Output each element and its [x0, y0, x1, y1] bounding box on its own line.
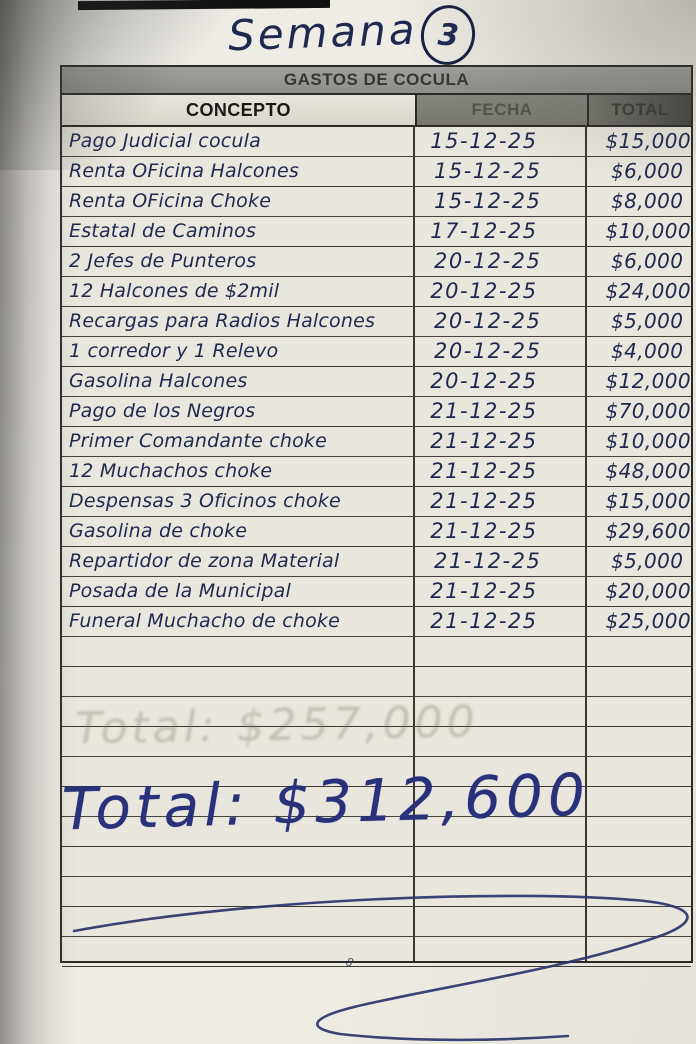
table-row: Recargas para Radios Halcones 20-12-25 $… [62, 307, 691, 337]
amount-cell: $29,600 [605, 519, 691, 543]
date-cell: 20-12-25 [434, 339, 542, 363]
table-row: Estatal de Caminos 17-12-25 $10,000 [62, 217, 691, 247]
concept-cell: Funeral Muchacho de choke [69, 610, 341, 632]
empty-row [62, 907, 691, 937]
date-cell: 20-12-25 [434, 249, 542, 273]
amount-cell: $5,000 [611, 309, 684, 333]
amount-cell: $48,000 [605, 459, 691, 483]
empty-row [62, 817, 691, 847]
empty-row [62, 787, 691, 817]
table-banner: GASTOS DE COCULA [62, 67, 691, 95]
week-number: 3 [436, 16, 460, 54]
amount-cell: $70,000 [605, 399, 691, 423]
empty-row [62, 697, 691, 727]
table-row: 2 Jefes de Punteros 20-12-25 $6,000 [62, 247, 691, 277]
amount-cell: $4,000 [611, 339, 684, 363]
date-cell: 15-12-25 [434, 159, 542, 183]
table-row: Renta OFicina Halcones 15-12-25 $6,000 [62, 157, 691, 187]
concept-cell: 12 Halcones de $2mil [69, 280, 280, 302]
concept-cell: Despensas 3 Oficinos choke [69, 490, 341, 512]
date-cell: 21-12-25 [430, 429, 538, 453]
table-header-row: CONCEPTO FECHA TOTAL [62, 95, 691, 127]
table-row: Pago de los Negros 21-12-25 $70,000 [62, 397, 691, 427]
table-row: 1 corredor y 1 Relevo 20-12-25 $4,000 [62, 337, 691, 367]
amount-cell: $6,000 [611, 159, 684, 183]
date-cell: 21-12-25 [430, 579, 538, 603]
concept-cell: Repartidor de zona Material [69, 550, 340, 572]
empty-row [62, 757, 691, 787]
date-cell: 17-12-25 [430, 219, 538, 243]
amount-cell: $15,000 [605, 489, 691, 513]
concept-cell: Primer Comandante choke [69, 430, 328, 452]
date-cell: 21-12-25 [430, 489, 538, 513]
table-row: Renta OFicina Choke 15-12-25 $8,000 [62, 187, 691, 217]
concept-cell: Gasolina de choke [69, 520, 248, 542]
amount-cell: $10,000 [605, 219, 691, 243]
week-number-circle: 3 [416, 0, 480, 70]
empty-row [62, 877, 691, 907]
date-cell: 21-12-25 [430, 399, 538, 423]
date-cell: 20-12-25 [434, 309, 542, 333]
concept-cell: 1 corredor y 1 Relevo [69, 340, 279, 362]
empty-row [62, 637, 691, 667]
empty-row [62, 667, 691, 697]
date-cell: 20-12-25 [430, 369, 538, 393]
concept-cell: Renta OFicina Choke [69, 190, 272, 212]
amount-cell: $8,000 [611, 189, 684, 213]
date-cell: 21-12-25 [430, 519, 538, 543]
empty-row [62, 727, 691, 757]
table-row: 12 Halcones de $2mil 20-12-25 $24,000 [62, 277, 691, 307]
table-row: Funeral Muchacho de choke 21-12-25 $25,0… [62, 607, 691, 637]
table-row: Gasolina de choke 21-12-25 $29,600 [62, 517, 691, 547]
concept-cell: Estatal de Caminos [69, 220, 257, 242]
date-cell: 21-12-25 [434, 549, 542, 573]
table-row: Posada de la Municipal 21-12-25 $20,000 [62, 577, 691, 607]
amount-cell: $10,000 [605, 429, 691, 453]
table-row: Despensas 3 Oficinos choke 21-12-25 $15,… [62, 487, 691, 517]
empty-row [62, 937, 691, 967]
amount-cell: $15,000 [605, 129, 691, 153]
column-header-fecha: FECHA [415, 95, 587, 125]
date-cell: 21-12-25 [430, 609, 538, 633]
amount-cell: $20,000 [605, 579, 691, 603]
total-column-line [585, 125, 587, 961]
table-row: Pago Judicial cocula 15-12-25 $15,000 [62, 127, 691, 157]
column-header-concepto: CONCEPTO [62, 95, 415, 125]
amount-cell: $12,000 [605, 369, 691, 393]
date-cell: 20-12-25 [430, 279, 538, 303]
concept-cell: 2 Jefes de Punteros [69, 250, 257, 272]
concept-cell: Pago de los Negros [69, 400, 256, 422]
amount-cell: $24,000 [605, 279, 691, 303]
date-cell: 21-12-25 [430, 459, 538, 483]
date-cell: 15-12-25 [434, 189, 542, 213]
amount-cell: $6,000 [611, 249, 684, 273]
concept-cell: Recargas para Radios Halcones [69, 310, 376, 332]
date-cell: 15-12-25 [430, 129, 538, 153]
table-body: Pago Judicial cocula 15-12-25 $15,000 Re… [62, 127, 691, 967]
table-row: Gasolina Halcones 20-12-25 $12,000 [62, 367, 691, 397]
concept-cell: Pago Judicial cocula [69, 130, 261, 152]
expense-table: GASTOS DE COCULA CONCEPTO FECHA TOTAL Pa… [60, 65, 693, 967]
table-row: Repartidor de zona Material 21-12-25 $5,… [62, 547, 691, 577]
concept-cell: Gasolina Halcones [69, 370, 248, 392]
concept-cell: Renta OFicina Halcones [69, 160, 299, 182]
concept-cell: 12 Muchachos choke [69, 460, 273, 482]
bleed-through-ghost-total: Total: $257,000 [74, 696, 479, 755]
concept-cell: Posada de la Municipal [69, 580, 291, 602]
table-row: 12 Muchachos choke 21-12-25 $48,000 [62, 457, 691, 487]
amount-cell: $5,000 [611, 549, 684, 573]
empty-row [62, 847, 691, 877]
fecha-column-line [413, 125, 415, 961]
page-title: Semana [227, 4, 419, 61]
table-row: Primer Comandante choke 21-12-25 $10,000 [62, 427, 691, 457]
amount-cell: $25,000 [605, 609, 691, 633]
column-header-total: TOTAL [587, 95, 691, 125]
